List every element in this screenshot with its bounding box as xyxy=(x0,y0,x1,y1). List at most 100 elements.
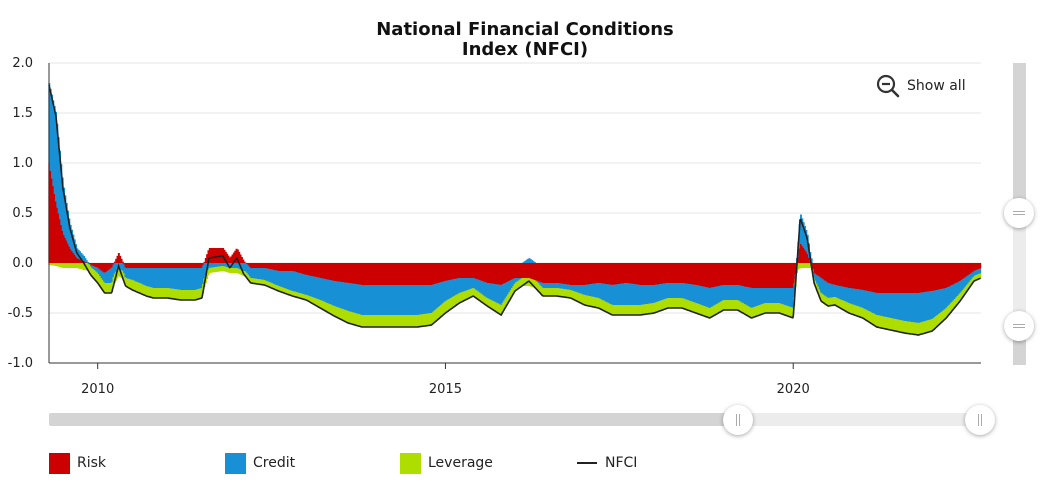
bar-leverage xyxy=(800,263,802,268)
bar-credit xyxy=(202,265,205,284)
bar-leverage xyxy=(250,278,253,284)
bar-leverage xyxy=(247,274,250,280)
value-range-top-handle[interactable] xyxy=(1004,198,1034,228)
bar-risk xyxy=(528,263,531,279)
legend-leverage[interactable]: Leverage xyxy=(400,452,493,474)
bar-risk xyxy=(254,263,257,268)
bar-leverage xyxy=(901,320,904,333)
bar-leverage xyxy=(608,303,611,314)
bar-risk xyxy=(168,263,171,268)
bar-risk xyxy=(505,263,508,283)
bar-leverage xyxy=(492,300,495,310)
bar-credit xyxy=(87,262,90,263)
show-all-button[interactable]: Show all xyxy=(876,73,966,99)
bar-risk xyxy=(171,263,174,268)
bar-credit xyxy=(279,271,282,287)
bar-leverage xyxy=(400,315,403,327)
bar-risk xyxy=(472,263,475,278)
bar-risk xyxy=(560,263,563,284)
bar-risk xyxy=(215,248,218,263)
bar-leverage xyxy=(687,300,690,311)
legend-risk[interactable]: Risk xyxy=(49,452,106,474)
bar-credit xyxy=(647,285,650,304)
bar-credit xyxy=(701,286,703,306)
bar-risk xyxy=(786,263,789,288)
bar-leverage xyxy=(894,319,897,332)
bar-credit xyxy=(861,289,864,308)
bar-credit xyxy=(676,283,679,298)
bar-leverage xyxy=(900,320,903,333)
bar-credit xyxy=(860,289,863,308)
bar-leverage xyxy=(73,263,76,268)
bar-risk xyxy=(192,263,195,268)
bar-leverage xyxy=(971,278,974,285)
value-range-bottom-handle[interactable] xyxy=(1004,311,1034,341)
bar-credit xyxy=(479,280,481,293)
bar-credit xyxy=(639,285,642,305)
bar-leverage xyxy=(868,311,871,322)
legend-credit[interactable]: Credit xyxy=(225,452,295,474)
bar-leverage xyxy=(456,294,459,305)
bar-risk xyxy=(281,263,284,271)
bar-leverage xyxy=(573,291,576,301)
bar-credit xyxy=(409,285,412,315)
bar-credit xyxy=(741,285,744,303)
bar-leverage xyxy=(749,307,752,318)
bar-risk xyxy=(792,263,794,288)
bar-leverage xyxy=(850,303,853,314)
legend-nfci[interactable]: NFCI xyxy=(577,452,637,474)
bar-risk xyxy=(837,263,840,286)
time-range-start-handle[interactable] xyxy=(723,405,753,435)
bar-credit xyxy=(271,269,274,284)
bar-leverage xyxy=(80,263,83,270)
bar-credit xyxy=(595,283,598,298)
bar-leverage xyxy=(462,291,465,301)
bar-credit xyxy=(579,285,582,294)
bar-risk xyxy=(351,263,354,284)
bar-leverage xyxy=(967,283,970,290)
bar-risk xyxy=(129,263,132,268)
bar-credit xyxy=(525,259,528,263)
bar-leverage xyxy=(540,286,543,295)
bar-credit xyxy=(886,293,889,318)
bar-credit xyxy=(635,284,638,305)
bar-credit xyxy=(919,292,922,323)
bar-credit xyxy=(123,264,126,274)
bar-credit xyxy=(416,285,419,315)
bar-risk xyxy=(442,263,445,282)
time-range-slider[interactable] xyxy=(49,413,981,426)
bar-leverage xyxy=(337,307,340,318)
bar-risk xyxy=(317,263,320,278)
bar-credit xyxy=(489,283,492,300)
bar-risk xyxy=(238,252,241,263)
bar-credit xyxy=(224,263,227,267)
bar-credit xyxy=(187,268,190,290)
gridlines xyxy=(49,62,981,364)
bar-leverage xyxy=(129,279,132,289)
bar-risk xyxy=(909,263,912,293)
bar-risk xyxy=(676,263,679,283)
bar-credit xyxy=(905,293,908,322)
bar-credit xyxy=(358,284,361,315)
bar-risk xyxy=(378,263,381,285)
bar-credit xyxy=(468,278,471,290)
bar-credit xyxy=(543,283,546,288)
bar-risk xyxy=(113,261,116,263)
bar-leverage xyxy=(659,300,662,311)
bar-credit xyxy=(762,288,765,304)
bar-credit xyxy=(885,293,888,318)
bar-credit xyxy=(184,268,187,290)
bar-credit xyxy=(254,268,257,279)
time-range-end-handle[interactable] xyxy=(965,405,995,435)
bar-leverage xyxy=(923,321,926,334)
chart-title-line-2: Index (NFCI) xyxy=(461,39,589,60)
bar-credit xyxy=(281,271,284,288)
bar-credit xyxy=(789,288,792,307)
bar-credit xyxy=(318,277,321,300)
bar-risk xyxy=(865,263,868,291)
bar-leverage xyxy=(215,266,218,272)
bar-credit xyxy=(378,285,381,315)
bar-risk xyxy=(466,263,469,278)
bar-risk xyxy=(307,263,310,276)
bar-credit xyxy=(68,218,71,247)
